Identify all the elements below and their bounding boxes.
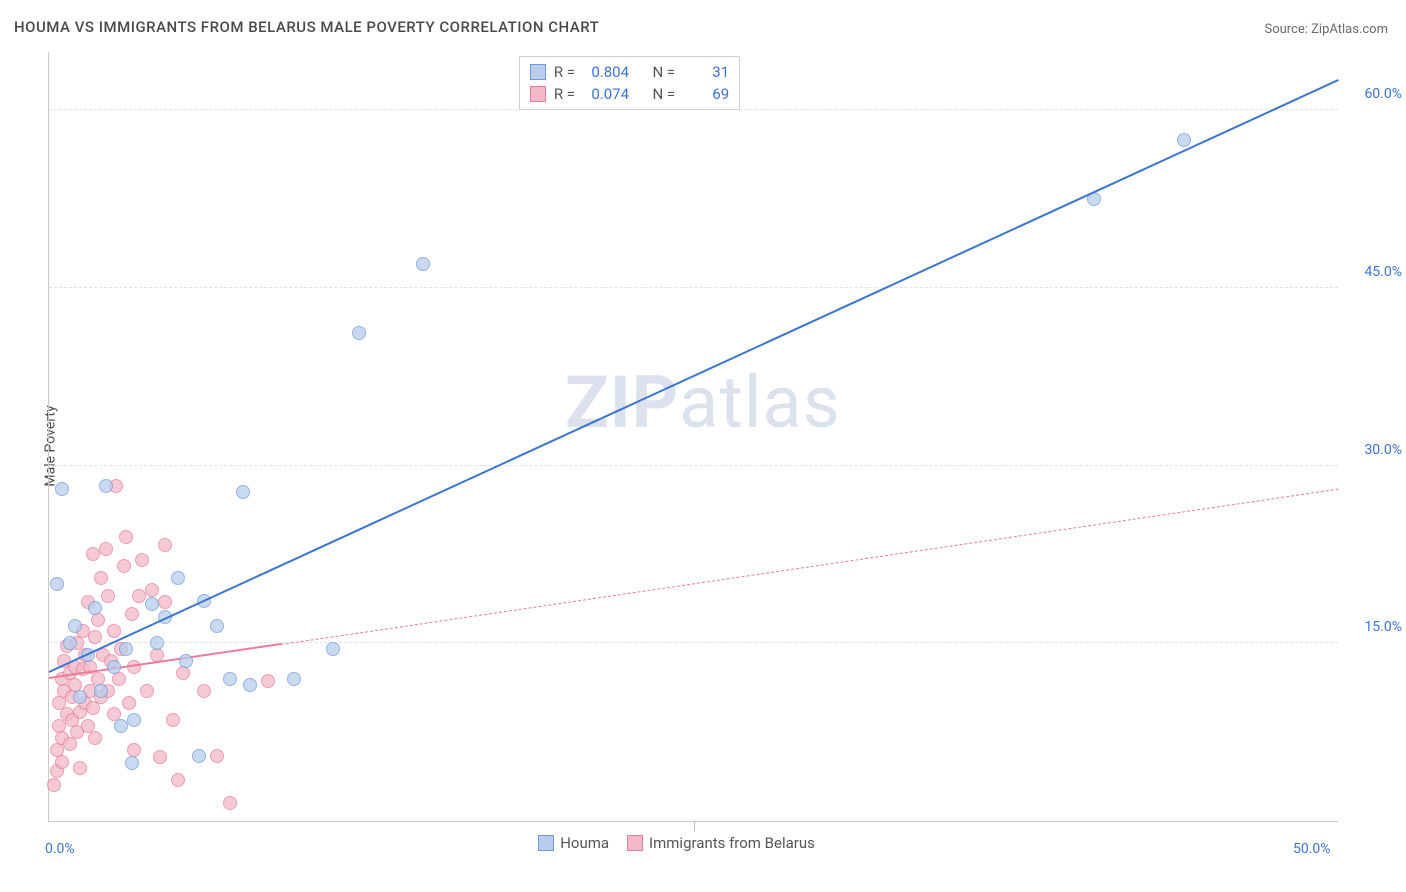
- scatter-point-belarus: [171, 773, 185, 787]
- legend-n-value: 31: [683, 63, 729, 81]
- legend-stats-row: R = 0.074 N = 69: [530, 83, 729, 105]
- scatter-point-belarus: [125, 607, 139, 621]
- x-tick-label: 50.0%: [1293, 841, 1331, 857]
- legend-n-label: N =: [653, 63, 676, 81]
- legend-swatch: [538, 835, 554, 851]
- scatter-point-houma: [114, 719, 128, 733]
- legend-series-label: Immigrants from Belarus: [649, 834, 815, 852]
- scatter-point-belarus: [99, 542, 113, 556]
- gridline: [49, 465, 1338, 466]
- scatter-point-belarus: [223, 796, 237, 810]
- legend-swatch: [530, 86, 546, 102]
- scatter-point-belarus: [117, 559, 131, 573]
- legend-n-label: N =: [653, 85, 676, 103]
- source-label: Source: ZipAtlas.com: [1264, 22, 1388, 37]
- scatter-point-houma: [287, 672, 301, 686]
- scatter-point-houma: [63, 636, 77, 650]
- gridline: [49, 287, 1338, 288]
- regression-line: [281, 488, 1339, 644]
- scatter-point-belarus: [119, 530, 133, 544]
- legend-stats-row: R = 0.804 N = 31: [530, 61, 729, 83]
- scatter-point-houma: [55, 482, 69, 496]
- scatter-point-belarus: [86, 701, 100, 715]
- scatter-point-houma: [99, 479, 113, 493]
- legend-series: Houma Immigrants from Belarus: [538, 834, 815, 852]
- legend-n-value: 69: [683, 85, 729, 103]
- scatter-point-belarus: [94, 571, 108, 585]
- scatter-point-belarus: [91, 613, 105, 627]
- scatter-point-houma: [73, 690, 87, 704]
- scatter-point-belarus: [158, 538, 172, 552]
- legend-series-item: Immigrants from Belarus: [627, 834, 815, 852]
- scatter-point-houma: [171, 571, 185, 585]
- plot-area: ZIPatlas 15.0%30.0%45.0%60.0%0.0%50.0%: [48, 52, 1338, 822]
- gridline: [49, 642, 1338, 643]
- scatter-point-houma: [210, 619, 224, 633]
- watermark-rest: atlas: [679, 360, 841, 445]
- scatter-point-belarus: [47, 778, 61, 792]
- scatter-point-belarus: [63, 737, 77, 751]
- scatter-point-houma: [94, 684, 108, 698]
- legend-swatch: [627, 835, 643, 851]
- scatter-point-belarus: [261, 674, 275, 688]
- scatter-point-houma: [145, 597, 159, 611]
- scatter-point-belarus: [176, 666, 190, 680]
- y-tick-label: 45.0%: [1346, 264, 1402, 280]
- scatter-point-houma: [179, 654, 193, 668]
- scatter-point-houma: [150, 636, 164, 650]
- y-tick-label: 30.0%: [1346, 442, 1402, 458]
- chart-title: HOUMA VS IMMIGRANTS FROM BELARUS MALE PO…: [14, 18, 599, 36]
- scatter-point-houma: [88, 601, 102, 615]
- scatter-point-houma: [243, 678, 257, 692]
- scatter-point-houma: [50, 577, 64, 591]
- scatter-point-belarus: [55, 755, 69, 769]
- scatter-point-belarus: [166, 713, 180, 727]
- scatter-point-belarus: [107, 624, 121, 638]
- scatter-point-belarus: [88, 630, 102, 644]
- scatter-point-belarus: [135, 553, 149, 567]
- scatter-point-belarus: [140, 684, 154, 698]
- scatter-point-belarus: [101, 589, 115, 603]
- scatter-point-houma: [192, 749, 206, 763]
- watermark-bold: ZIP: [565, 360, 679, 445]
- scatter-point-houma: [1177, 133, 1191, 147]
- scatter-point-houma: [127, 713, 141, 727]
- legend-series-label: Houma: [560, 834, 609, 852]
- x-tick-label: 0.0%: [45, 841, 75, 857]
- scatter-point-houma: [125, 756, 139, 770]
- legend-r-value: 0.804: [583, 63, 629, 81]
- y-tick-label: 15.0%: [1346, 619, 1402, 635]
- legend-r-label: R =: [554, 63, 575, 81]
- scatter-point-belarus: [158, 595, 172, 609]
- scatter-point-belarus: [73, 761, 87, 775]
- scatter-point-houma: [352, 326, 366, 340]
- scatter-point-houma: [326, 642, 340, 656]
- scatter-point-houma: [68, 619, 82, 633]
- chart-container: HOUMA VS IMMIGRANTS FROM BELARUS MALE PO…: [0, 0, 1406, 892]
- scatter-point-houma: [107, 660, 121, 674]
- scatter-point-belarus: [86, 547, 100, 561]
- scatter-point-belarus: [132, 589, 146, 603]
- scatter-point-belarus: [88, 731, 102, 745]
- legend-r-value: 0.074: [583, 85, 629, 103]
- scatter-point-belarus: [197, 684, 211, 698]
- x-minor-tick: [694, 821, 695, 831]
- scatter-point-houma: [416, 257, 430, 271]
- scatter-point-belarus: [153, 750, 167, 764]
- scatter-point-belarus: [145, 583, 159, 597]
- scatter-point-belarus: [127, 743, 141, 757]
- legend-series-item: Houma: [538, 834, 609, 852]
- legend-swatch: [530, 64, 546, 80]
- scatter-point-houma: [119, 642, 133, 656]
- scatter-point-belarus: [122, 696, 136, 710]
- legend-stats: R = 0.804 N = 31 R = 0.074 N = 69: [519, 56, 740, 110]
- y-tick-label: 60.0%: [1346, 86, 1402, 102]
- legend-r-label: R =: [554, 85, 575, 103]
- scatter-point-houma: [236, 485, 250, 499]
- scatter-point-belarus: [210, 749, 224, 763]
- scatter-point-houma: [223, 672, 237, 686]
